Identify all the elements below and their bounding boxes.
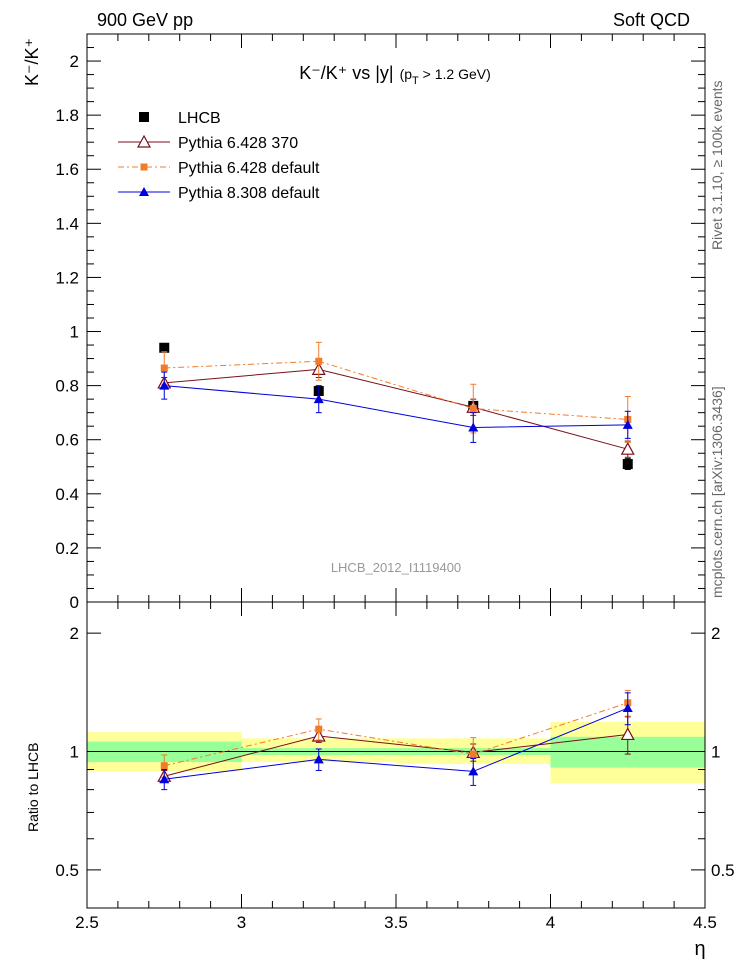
- main-data-point: [160, 364, 168, 372]
- main-data-point: [159, 380, 170, 390]
- y-axis-label: K⁻/K⁺: [22, 38, 42, 86]
- legend-marker: [139, 187, 149, 196]
- ratio-data-point: [469, 750, 477, 758]
- main-panel: 0 0.2 0.4 0.6 0.8 1 1.2 1.4 1.6 1.8 2: [55, 33, 706, 612]
- main-data-point: [468, 422, 479, 432]
- main-y-tick-label: 1.2: [55, 268, 79, 287]
- ratio-data-point: [620, 727, 635, 741]
- ratio-data-point: [468, 766, 479, 776]
- ratio-data-point: [159, 774, 170, 784]
- main-data-point: [622, 459, 633, 470]
- main-y-tick-label: 0.4: [55, 485, 79, 504]
- ratio-series-line: [164, 733, 628, 777]
- legend: LHCB Pythia 6.428 370 Pythia 6.428 default…: [118, 110, 320, 202]
- header-left: 900 GeV pp: [97, 10, 193, 30]
- ratio-series-line: [164, 707, 628, 780]
- main-y-tick-label: 0.6: [55, 431, 79, 450]
- mcplots-label: mcplots.cern.ch [arXiv:1306.3436]: [709, 386, 725, 598]
- legend-marker: [139, 112, 149, 122]
- main-y-tick-label: 1.8: [55, 106, 79, 125]
- ratio-panel: 2.5 3 3.5 4 4.5 0.5 0.5 1 1 2 2: [55, 601, 735, 932]
- legend-marker: [140, 163, 148, 171]
- x-tick-label: 3: [237, 913, 246, 932]
- ratio-y-tick-label-right: 1: [711, 743, 720, 762]
- main-data-point: [469, 405, 477, 413]
- legend-entry: LHCB: [178, 110, 221, 127]
- chart-texts: 900 GeV pp Soft QCD Rivet 3.1.10, ≥ 100k…: [22, 10, 725, 960]
- legend-entry: Pythia 6.428 370: [178, 135, 298, 152]
- main-y-tick-label: 1.4: [55, 214, 79, 233]
- x-tick-label: 3.5: [384, 913, 408, 932]
- main-series-line: [164, 385, 628, 429]
- main-y-tick-label: 1.6: [55, 160, 79, 179]
- main-y-tick-label: 0.2: [55, 539, 79, 558]
- legend-marker: [136, 134, 152, 148]
- ratio-y-tick-label: 2: [70, 624, 79, 643]
- ratio-y-axis-label: Ratio to LHCB: [25, 743, 41, 832]
- main-data-point: [313, 394, 324, 404]
- ratio-y-tick-label-right: 0.5: [711, 861, 735, 880]
- ratio-series-line: [164, 702, 628, 767]
- main-series-line: [164, 368, 628, 450]
- x-tick-label: 2.5: [75, 913, 99, 932]
- ratio-data-point: [313, 754, 324, 764]
- ratio-data-point: [160, 762, 168, 770]
- ratio-data-point: [315, 725, 323, 733]
- ratio-y-tick-label-right: 2: [711, 624, 720, 643]
- main-y-tick-label: 2: [70, 52, 79, 71]
- x-tick-label: 4.5: [693, 913, 717, 932]
- ratio-y-tick-label: 0.5: [55, 861, 79, 880]
- x-axis-label: η: [694, 938, 705, 960]
- ratio-data-point: [622, 703, 633, 713]
- chart-title: K⁻/K⁺ vs |y| (pT > 1.2 GeV): [299, 63, 491, 87]
- main-y-tick-label: 1: [70, 323, 79, 342]
- chart-title-sub: (p: [400, 66, 413, 82]
- legend-entry: Pythia 6.428 default: [178, 160, 320, 177]
- main-data-point: [620, 441, 635, 455]
- main-data-point: [159, 342, 170, 353]
- analysis-id: LHCB_2012_I1119400: [331, 560, 461, 575]
- chart-title-subsub: T: [412, 75, 419, 87]
- main-y-tick-label: 0: [70, 593, 79, 612]
- chart-title-tail: > 1.2 GeV): [419, 66, 491, 82]
- chart-marks: [157, 341, 635, 791]
- main-series-line: [164, 360, 628, 420]
- ratio-y-tick-label: 1: [70, 743, 79, 762]
- main-data-point: [315, 357, 323, 365]
- x-tick-label: 4: [546, 913, 555, 932]
- rivet-label: Rivet 3.1.10, ≥ 100k events: [709, 80, 725, 250]
- main-data-point: [622, 419, 633, 429]
- main-y-tick-label: 0.8: [55, 377, 79, 396]
- chart-title-main: K⁻/K⁺ vs |y|: [299, 63, 393, 83]
- header-right: Soft QCD: [613, 10, 690, 30]
- legend-entry: Pythia 8.308 default: [178, 185, 320, 202]
